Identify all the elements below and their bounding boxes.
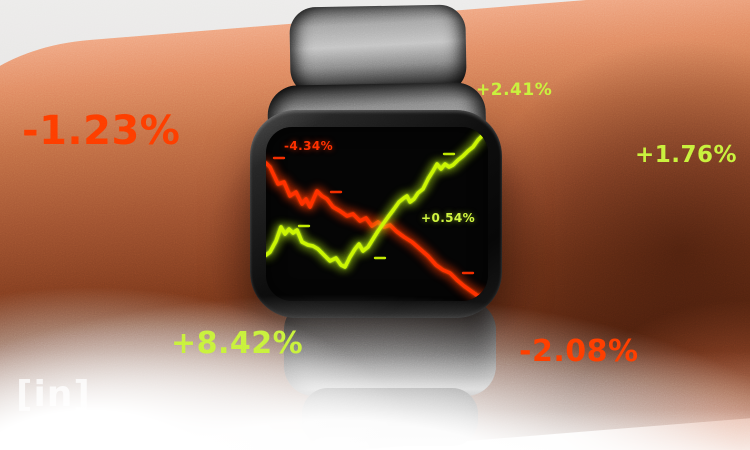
watch-screen: -4.34% +0.54% bbox=[266, 127, 488, 301]
rising-price-line bbox=[266, 134, 484, 269]
percent-label-top-right: +2.41% bbox=[476, 80, 553, 100]
percent-label-bottom-left: +8.42% bbox=[171, 326, 304, 361]
percent-label-right: +1.76% bbox=[635, 142, 738, 168]
percent-label-left: -1.23% bbox=[22, 108, 181, 154]
percent-label-bottom-right: -2.08% bbox=[519, 334, 639, 369]
watch-strap-top-segment-1 bbox=[289, 4, 467, 96]
screen-label-negative: -4.34% bbox=[284, 139, 334, 153]
screen-label-positive: +0.54% bbox=[421, 211, 476, 225]
brand-logo: [in] bbox=[16, 374, 91, 415]
watch-strap-bottom-segment-2 bbox=[302, 388, 478, 446]
